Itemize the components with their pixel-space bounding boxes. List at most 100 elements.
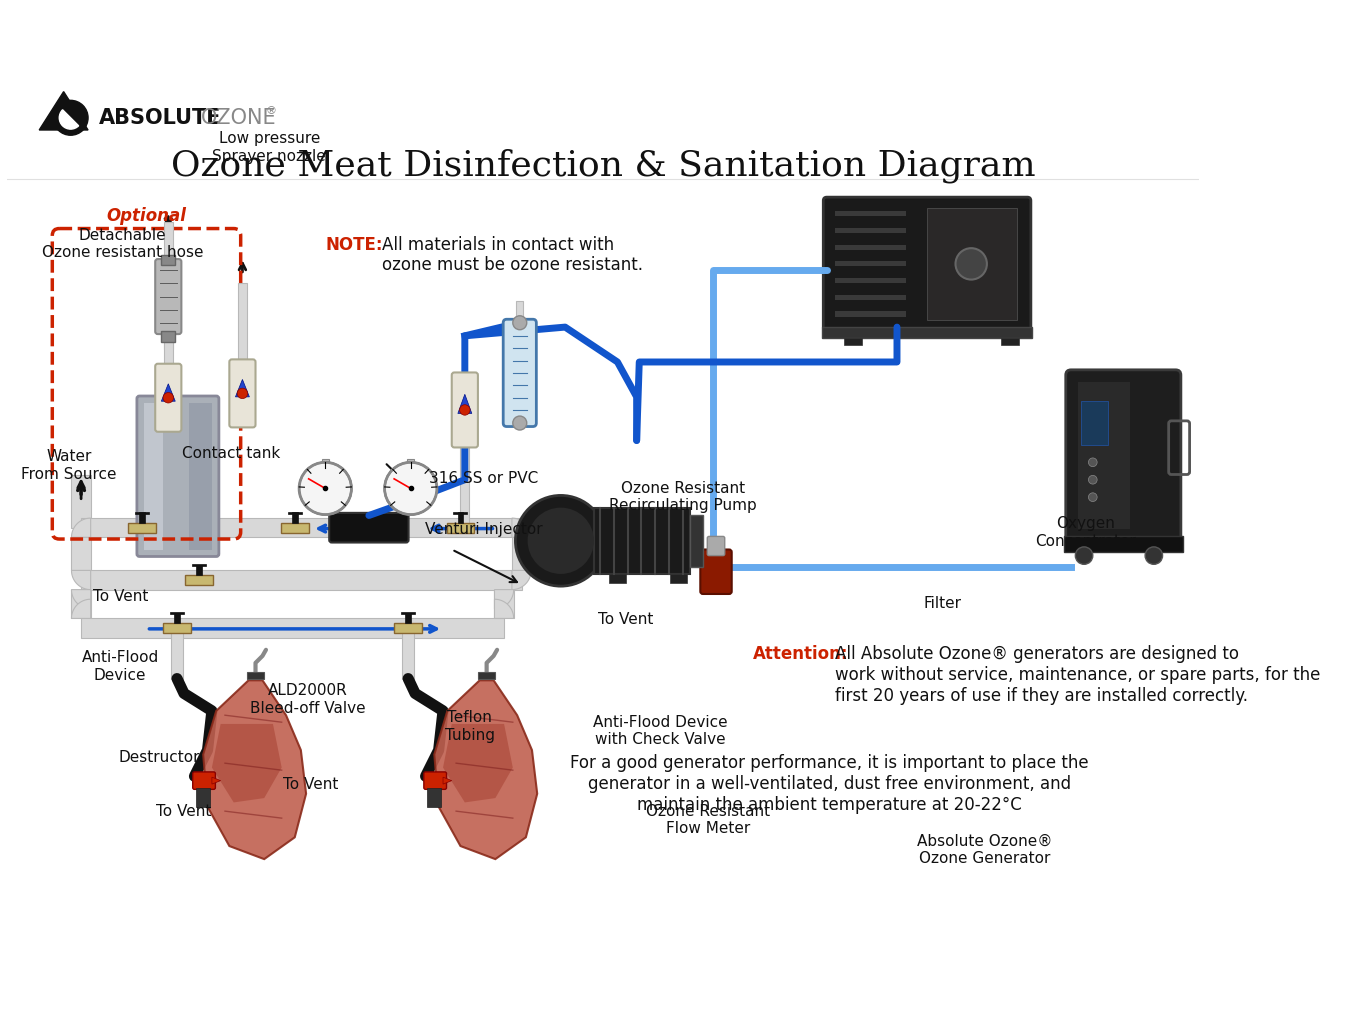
Text: Teflon
Tubing: Teflon Tubing	[444, 710, 495, 742]
Circle shape	[513, 315, 526, 330]
Bar	[135, 512, 149, 514]
Wedge shape	[59, 110, 79, 129]
Bar	[161, 332, 175, 342]
Text: ABSOLUTE: ABSOLUTE	[98, 108, 221, 128]
Circle shape	[1076, 547, 1092, 564]
Bar	[1079, 382, 1131, 529]
Text: Ozone Meat Disinfection & Sanitation Diagram: Ozone Meat Disinfection & Sanitation Dia…	[171, 148, 1035, 183]
Text: ®: ®	[265, 105, 276, 116]
Bar	[461, 444, 469, 527]
Bar	[402, 628, 414, 679]
Circle shape	[384, 462, 437, 515]
Text: Ozone Resistant
Recirculating Pump: Ozone Resistant Recirculating Pump	[610, 480, 757, 513]
Bar	[511, 538, 532, 570]
Bar	[1001, 338, 1018, 344]
Circle shape	[513, 416, 526, 430]
Text: NOTE:: NOTE:	[325, 236, 383, 254]
Bar	[517, 301, 524, 323]
Polygon shape	[443, 724, 513, 803]
Circle shape	[515, 496, 606, 586]
Polygon shape	[71, 590, 90, 609]
Text: To Vent: To Vent	[597, 611, 653, 627]
FancyBboxPatch shape	[156, 364, 182, 432]
Bar	[407, 459, 414, 469]
Text: All materials in contact with
ozone must be ozone resistant.: All materials in contact with ozone must…	[381, 236, 642, 274]
Text: Attention:: Attention:	[753, 645, 848, 664]
Bar	[670, 573, 688, 583]
Bar	[161, 255, 175, 265]
Circle shape	[163, 392, 174, 403]
FancyBboxPatch shape	[424, 772, 447, 790]
Text: Optional: Optional	[107, 207, 186, 225]
Bar	[428, 787, 442, 807]
Circle shape	[1088, 493, 1098, 502]
Circle shape	[956, 248, 987, 280]
Text: To Vent: To Vent	[93, 590, 148, 604]
Circle shape	[1088, 475, 1098, 484]
Bar	[144, 403, 163, 550]
Bar	[690, 515, 703, 567]
Text: ALD2000R
Bleed-off Valve: ALD2000R Bleed-off Valve	[250, 683, 365, 716]
Text: Venturi Injector: Venturi Injector	[425, 522, 543, 538]
FancyBboxPatch shape	[329, 513, 409, 543]
Bar	[170, 612, 185, 614]
Bar	[71, 475, 90, 527]
Polygon shape	[212, 777, 220, 784]
Text: Oxygen
Concentrator: Oxygen Concentrator	[1036, 516, 1136, 549]
Bar	[197, 787, 211, 807]
Polygon shape	[161, 384, 175, 401]
Bar	[835, 295, 906, 300]
Polygon shape	[40, 91, 87, 130]
Bar	[835, 211, 906, 216]
FancyBboxPatch shape	[503, 319, 536, 427]
Polygon shape	[71, 599, 90, 618]
Polygon shape	[435, 680, 537, 859]
Bar	[835, 278, 906, 284]
Polygon shape	[495, 599, 514, 618]
FancyBboxPatch shape	[156, 259, 182, 334]
Bar	[195, 564, 201, 575]
Text: Detachable
Ozone resistant hose: Detachable Ozone resistant hose	[42, 228, 204, 260]
Text: For a good generator performance, it is important to place the
generator in a we: For a good generator performance, it is …	[570, 755, 1089, 814]
FancyBboxPatch shape	[823, 198, 1031, 331]
Bar	[835, 311, 906, 316]
Bar	[247, 673, 264, 680]
Circle shape	[53, 100, 87, 135]
Text: Water
From Source: Water From Source	[22, 450, 116, 481]
Text: Low pressure
Sprayer nozzle: Low pressure Sprayer nozzle	[212, 131, 327, 164]
Bar	[71, 538, 90, 570]
Bar	[394, 624, 422, 633]
Polygon shape	[495, 590, 514, 609]
Bar	[81, 518, 522, 538]
Bar	[454, 512, 468, 514]
Polygon shape	[235, 380, 249, 397]
Polygon shape	[71, 570, 90, 590]
Bar	[164, 342, 172, 367]
Bar	[174, 612, 180, 624]
Bar	[835, 261, 906, 266]
Text: Contact tank: Contact tank	[182, 446, 280, 462]
Bar	[608, 573, 626, 583]
Bar	[185, 575, 213, 585]
Bar	[927, 208, 1017, 321]
Bar	[593, 508, 690, 573]
Circle shape	[238, 388, 247, 398]
FancyBboxPatch shape	[193, 772, 216, 790]
Text: 316 SS or PVC: 316 SS or PVC	[429, 471, 539, 486]
Bar	[845, 338, 861, 344]
Text: OZONE: OZONE	[201, 108, 276, 128]
Bar	[835, 245, 906, 250]
Bar	[288, 512, 302, 514]
Circle shape	[1088, 458, 1098, 467]
Bar	[478, 673, 495, 680]
Polygon shape	[443, 777, 451, 784]
Polygon shape	[212, 724, 282, 803]
Text: Destructor: Destructor	[119, 751, 201, 765]
Bar	[280, 523, 309, 532]
FancyBboxPatch shape	[230, 359, 256, 427]
Bar	[447, 523, 474, 532]
Bar	[458, 512, 463, 523]
Text: To Vent: To Vent	[283, 777, 339, 792]
Bar	[1081, 401, 1107, 444]
Bar	[238, 284, 247, 362]
